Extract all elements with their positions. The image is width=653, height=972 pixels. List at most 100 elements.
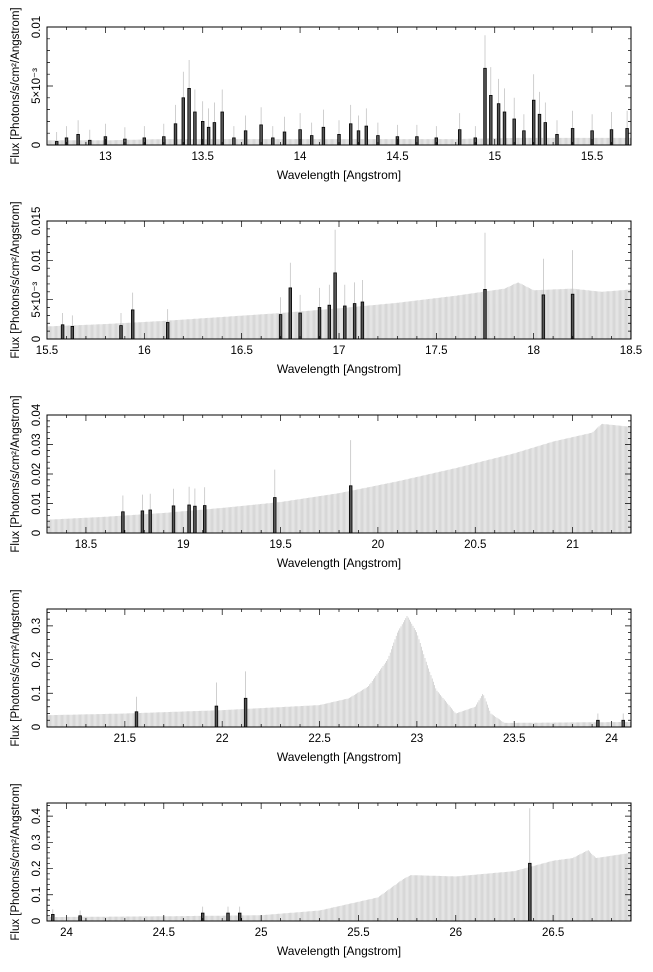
x-tick-label: 13.5 <box>192 151 214 163</box>
data-point <box>88 139 92 146</box>
data-point <box>541 294 546 340</box>
y-tick-label: 0.02 <box>31 463 43 485</box>
x-axis-label: Wavelength [Angstrom] <box>277 944 401 958</box>
y-tick-label: 5×10⁻³ <box>31 68 43 104</box>
data-point <box>187 504 191 534</box>
y-tick-label: 0.1 <box>31 887 43 903</box>
data-point <box>282 131 287 146</box>
data-point <box>309 135 314 146</box>
error-bars <box>56 35 628 145</box>
data-point <box>483 288 487 340</box>
y-tick-label: 0 <box>31 336 43 342</box>
data-point <box>621 719 625 728</box>
data-point <box>140 510 145 534</box>
x-tick-label: 15.5 <box>581 151 603 163</box>
x-tick-label: 21.5 <box>114 733 136 745</box>
y-tick-label: 0.015 <box>31 207 43 236</box>
data-point <box>187 88 191 146</box>
data-point <box>457 129 462 146</box>
data-point <box>226 912 230 922</box>
data-point <box>119 325 123 340</box>
error-bars <box>52 808 531 921</box>
x-tick-label: 21 <box>566 539 579 551</box>
y-tick-label: 0.01 <box>31 492 43 514</box>
x-tick-label: 24 <box>60 927 73 939</box>
y-tick-label: 0.2 <box>31 652 43 668</box>
data-point <box>60 324 65 340</box>
data-point <box>243 697 248 728</box>
data-point <box>321 126 326 146</box>
data-point <box>214 705 219 728</box>
data-point <box>171 505 176 534</box>
data-point <box>173 123 178 146</box>
chart-panel-3: 18.5 19 19.5 20 20.5 21 0 0.01 0.02 0.03 0.04 Wavel… <box>10 395 632 570</box>
axis-ticks <box>46 26 632 146</box>
data-point <box>273 497 277 534</box>
data-point <box>212 122 217 146</box>
model-curve <box>46 616 631 727</box>
x-tick-label: 22 <box>216 733 229 745</box>
y-tick-label: 0.2 <box>31 861 43 877</box>
x-tick-label: 20.5 <box>464 539 486 551</box>
data-point <box>232 137 236 146</box>
data-point <box>193 111 197 146</box>
data-point <box>134 711 139 728</box>
data-point <box>288 287 292 340</box>
x-tick-label: 17 <box>333 345 346 357</box>
data-point <box>496 103 501 146</box>
y-tick-label: 0.1 <box>31 685 43 701</box>
x-tick-label: 19 <box>177 539 190 551</box>
data-point <box>532 99 536 146</box>
chart-panel-4: 21.5 22 22.5 23 23.5 24 0 0.1 0.2 0.3 Wavelength [… <box>10 589 632 764</box>
y-axis-label: Flux [Photons/s/cm²/Angstrom] <box>10 395 22 552</box>
data-point <box>220 111 224 146</box>
x-tick-label: 25.5 <box>347 927 369 939</box>
y-tick-label: 0.01 <box>31 249 43 271</box>
data-point <box>271 137 275 146</box>
x-tick-label: 16.5 <box>230 345 252 357</box>
data-point <box>278 314 283 340</box>
x-tick-label: 25 <box>255 927 268 939</box>
y-tick-label: 5×10⁻³ <box>31 282 43 318</box>
x-tick-label: 18 <box>527 345 540 357</box>
data-point <box>55 141 59 146</box>
x-tick-label: 13 <box>99 151 112 163</box>
x-tick-label: 15.5 <box>36 345 58 357</box>
data-point <box>502 111 507 146</box>
x-tick-label: 16 <box>138 345 151 357</box>
data-point <box>352 303 357 340</box>
data-point <box>78 915 82 922</box>
x-tick-label: 26.5 <box>542 927 564 939</box>
data-point <box>70 325 74 340</box>
x-tick-label: 24.5 <box>153 927 175 939</box>
data-point <box>298 312 302 340</box>
x-tick-label: 14.5 <box>386 151 408 163</box>
data-point <box>483 67 487 146</box>
data-point <box>165 322 170 340</box>
data-point <box>51 914 55 922</box>
data-point <box>528 862 532 922</box>
x-axis-label: Wavelength [Angstrom] <box>277 750 401 764</box>
axis-ticks <box>46 803 632 922</box>
axis-ticks <box>46 220 632 340</box>
x-tick-label: 17.5 <box>425 345 447 357</box>
y-tick-label: 0.3 <box>31 834 43 850</box>
data-point <box>202 505 207 534</box>
data-point <box>237 912 242 922</box>
x-tick-label: 15 <box>488 151 501 163</box>
data-point <box>512 118 516 146</box>
axis-ticks <box>46 609 632 728</box>
data-point <box>570 293 575 340</box>
y-axis-label: Flux [Photons/s/cm²/Angstrom] <box>10 589 22 746</box>
data-point <box>348 123 353 146</box>
y-axis-label: Flux [Photons/s/cm²/Angstrom] <box>10 783 22 940</box>
data-point <box>317 307 322 340</box>
data-point <box>148 509 152 534</box>
y-tick-label: 0 <box>31 142 43 148</box>
data-point <box>555 133 559 146</box>
data-point <box>333 272 337 340</box>
y-tick-label: 0.4 <box>31 808 43 825</box>
x-tick-label: 24 <box>605 733 618 745</box>
plot-frame <box>46 802 632 922</box>
